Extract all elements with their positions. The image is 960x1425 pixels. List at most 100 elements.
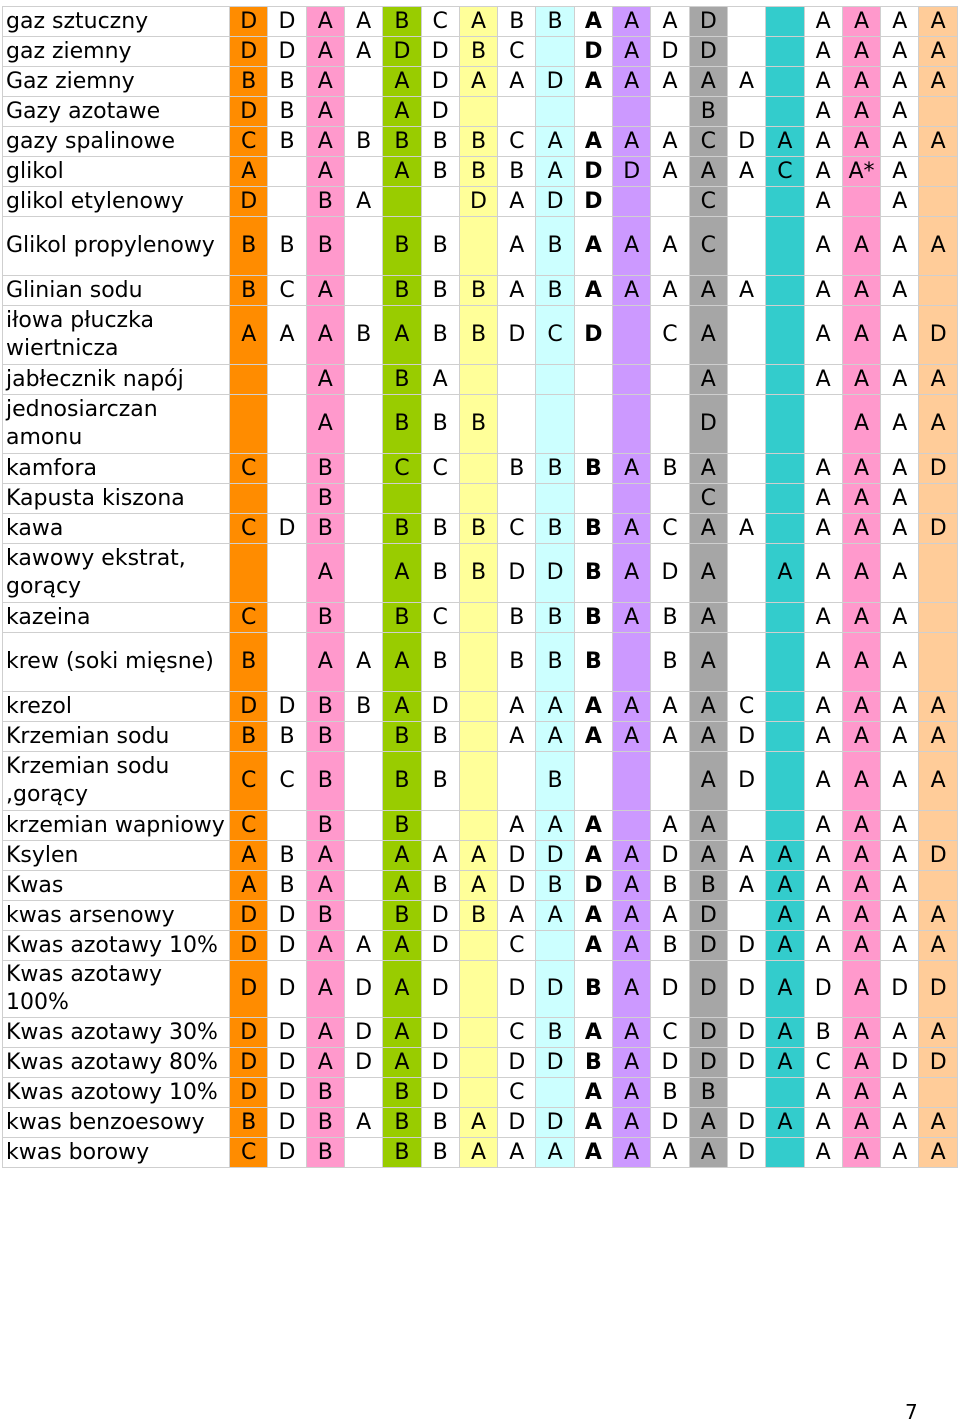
- rating-cell: A: [726, 275, 767, 306]
- rating-cell: [650, 751, 690, 811]
- rating-cell: B: [458, 513, 499, 544]
- rating-cell: [535, 1077, 575, 1108]
- rating-cell: D: [688, 900, 728, 931]
- rating-cell: D: [267, 691, 307, 722]
- rating-cell: D: [420, 96, 460, 127]
- rating-cell: A: [573, 1107, 614, 1138]
- rating-cell: [765, 602, 805, 633]
- rating-cell: B: [305, 602, 345, 633]
- rating-cell: A: [841, 1017, 882, 1048]
- rating-cell: A: [841, 960, 882, 1018]
- rating-cell: B: [650, 632, 690, 692]
- rating-cell: [765, 394, 805, 454]
- rating-cell: A: [918, 126, 958, 157]
- rating-cell: A: [650, 1137, 690, 1168]
- rating-cell: A: [688, 66, 728, 97]
- rating-cell: C: [803, 1047, 843, 1078]
- rating-cell: D: [229, 1077, 269, 1108]
- rating-cell: B: [267, 721, 307, 752]
- rating-cell: A: [841, 900, 882, 931]
- rating-cell: A: [382, 66, 422, 97]
- rating-cell: A: [650, 810, 690, 841]
- rating-cell: A: [343, 186, 384, 217]
- rating-cell: A: [305, 632, 345, 692]
- rating-cell: A: [918, 364, 958, 395]
- rating-cell: [765, 275, 805, 306]
- rating-cell: A: [880, 602, 920, 633]
- rating-cell: A: [765, 1047, 805, 1078]
- table-row: glikol etylenowy D B A D A D D C A A: [1, 186, 958, 217]
- rating-cell: A: [535, 810, 575, 841]
- rating-cell: B: [535, 453, 575, 484]
- rating-cell: C: [267, 275, 307, 306]
- rating-cell: D: [497, 960, 537, 1018]
- rating-cell: [765, 810, 805, 841]
- rating-cell: B: [382, 394, 422, 454]
- rating-cell: A: [458, 840, 499, 871]
- rating-cell: B: [535, 513, 575, 544]
- rating-cell: [343, 513, 384, 544]
- rating-cell: A: [497, 66, 537, 97]
- rating-cell: [573, 751, 614, 811]
- table-row: krzemian wapniowy C B B A A A A A A A A: [1, 810, 958, 841]
- rating-cell: A: [688, 840, 728, 871]
- rating-cell: A: [612, 453, 652, 484]
- rating-cell: A: [803, 930, 843, 961]
- rating-cell: A: [305, 930, 345, 961]
- rating-cell: D: [880, 1047, 920, 1078]
- rating-cell: D: [343, 1047, 384, 1078]
- rating-cell: [458, 483, 499, 514]
- rating-cell: B: [305, 900, 345, 931]
- rating-cell: A: [765, 126, 805, 157]
- rating-cell: [765, 364, 805, 395]
- table-row: Kwas azotawy 30% D D A D A D C B A A C D D A B A A A: [1, 1017, 958, 1048]
- rating-cell: B: [382, 1137, 422, 1168]
- rating-cell: D: [267, 1077, 307, 1108]
- rating-cell: [229, 364, 269, 395]
- rating-cell: A: [803, 751, 843, 811]
- rating-cell: [573, 96, 614, 127]
- rating-cell: A: [880, 394, 920, 454]
- rating-cell: C: [420, 6, 460, 37]
- rating-cell: [229, 394, 269, 454]
- rating-cell: B: [267, 66, 307, 97]
- rating-cell: B: [535, 216, 575, 276]
- rating-cell: A: [880, 186, 920, 217]
- table-row: jabłecznik napój A B A A A A A A: [1, 364, 958, 395]
- rating-cell: B: [458, 394, 499, 454]
- rating-cell: B: [420, 216, 460, 276]
- table-row: Glinian sodu B C A B B B A B A A A A A A A A: [1, 275, 958, 306]
- rating-cell: A: [880, 453, 920, 484]
- rating-cell: B: [458, 36, 499, 67]
- rating-cell: [458, 632, 499, 692]
- rating-cell: A: [650, 6, 690, 37]
- rating-cell: D: [918, 305, 958, 365]
- rating-cell: C: [229, 126, 269, 157]
- rating-cell: A: [650, 156, 690, 187]
- rating-cell: D: [726, 1137, 767, 1168]
- rating-cell: A: [918, 721, 958, 752]
- rating-cell: A: [803, 36, 843, 67]
- rating-cell: A: [880, 632, 920, 692]
- rating-cell: B: [305, 751, 345, 811]
- rating-cell: A: [650, 66, 690, 97]
- rating-cell: [765, 483, 805, 514]
- rating-cell: B: [497, 632, 537, 692]
- rating-cell: A: [343, 36, 384, 67]
- rating-cell: A: [497, 691, 537, 722]
- rating-cell: [267, 364, 307, 395]
- rating-cell: A: [803, 275, 843, 306]
- rating-cell: [267, 453, 307, 484]
- rating-cell: A: [803, 453, 843, 484]
- rating-cell: [343, 364, 384, 395]
- rating-cell: [726, 810, 767, 841]
- rating-cell: A: [612, 870, 652, 901]
- table-row: Gazy azotawe D B A A D B A A A: [1, 96, 958, 127]
- substance-name: kwas borowy: [1, 1137, 231, 1168]
- rating-cell: A: [305, 840, 345, 871]
- rating-cell: [918, 1077, 958, 1108]
- rating-cell: A: [305, 156, 345, 187]
- rating-cell: [918, 275, 958, 306]
- rating-cell: A: [918, 1137, 958, 1168]
- rating-cell: B: [305, 1077, 345, 1108]
